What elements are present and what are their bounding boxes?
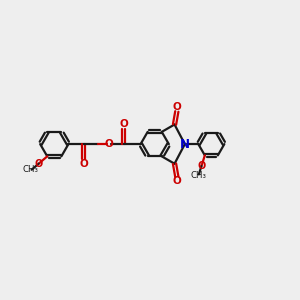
Text: O: O [172,102,181,112]
Text: N: N [180,138,190,151]
Text: O: O [105,139,113,149]
Text: CH₃: CH₃ [22,165,38,174]
Text: O: O [119,119,128,129]
Text: O: O [80,159,88,169]
Text: O: O [197,161,206,171]
Text: O: O [172,176,181,186]
Text: CH₃: CH₃ [191,171,207,180]
Text: O: O [34,159,43,169]
